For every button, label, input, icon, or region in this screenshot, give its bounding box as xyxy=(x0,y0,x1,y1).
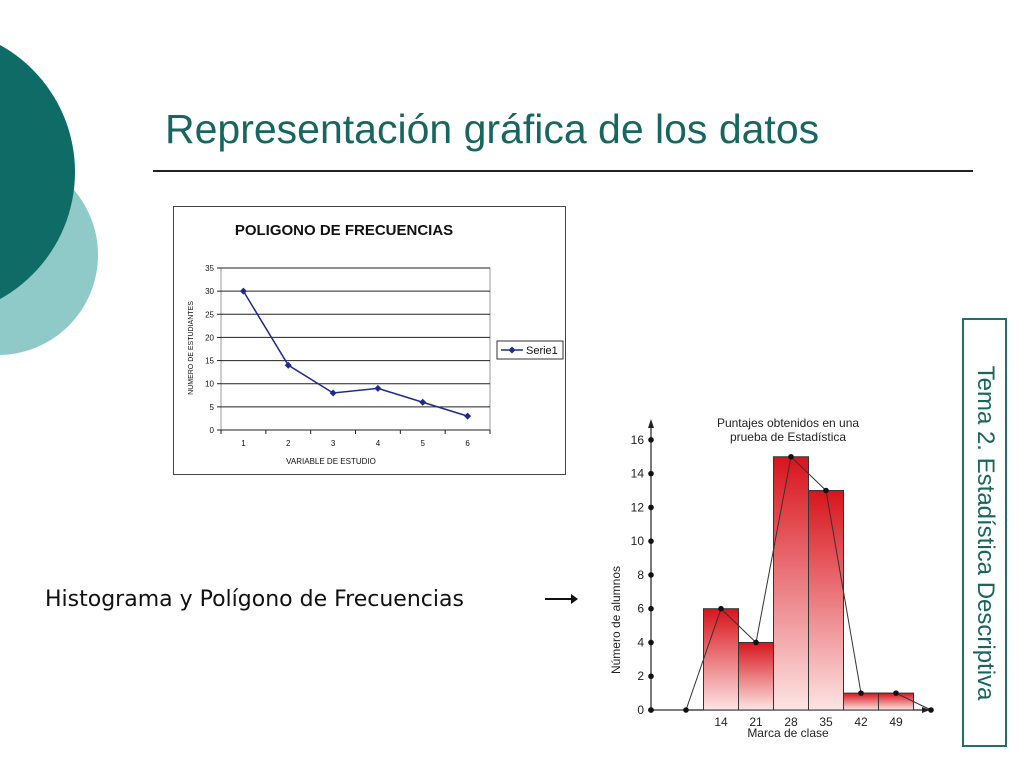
chart2-bar xyxy=(738,641,774,711)
chart1-y-tick-label: 15 xyxy=(205,357,214,366)
chart2-bar xyxy=(808,490,844,711)
chart2-y-ticks: 0 2 4 6 8 10 12 14 16 xyxy=(631,433,654,717)
slide-title: Representación gráfica de los datos xyxy=(165,106,820,152)
chart1-y-tick-label: 10 xyxy=(205,380,214,389)
chart2-y-tick-label: 8 xyxy=(637,568,644,582)
chart2-polygon xyxy=(648,453,934,713)
chart1-title: POLIGONO DE FRECUENCIAS xyxy=(235,222,453,239)
chart1-y-tick-label: 35 xyxy=(205,264,214,273)
histogram-caption: Histograma y Polígono de Frecuencias xyxy=(45,587,464,612)
histogram-chart: Puntajes obtenidos en una prueba de Esta… xyxy=(609,416,934,740)
chart1-data-point xyxy=(284,361,292,369)
chart2-y-tick-label: 14 xyxy=(631,467,645,481)
chart2-polygon-point xyxy=(753,639,759,646)
chart2-x-tick-label: 14 xyxy=(714,715,728,729)
chart1-ylabel: NUMERO DE ESTUDIANTES xyxy=(188,301,195,395)
topic-side-label: Tema 2. Estadística Descriptiva xyxy=(962,318,1007,747)
chart2-x-tick-label: 28 xyxy=(784,715,798,729)
chart1-y-tick-label: 20 xyxy=(205,333,214,342)
chart1-x-tick-label: 6 xyxy=(465,439,470,448)
topic-label-text: Tema 2. Estadística Descriptiva xyxy=(971,365,999,700)
chart2-y-tick-label: 6 xyxy=(637,602,644,616)
chart1-plot-area xyxy=(220,267,491,431)
chart2-x-tick-label: 21 xyxy=(749,715,763,729)
chart2-y-tick-label: 10 xyxy=(631,534,645,548)
chart1-x-tick-label: 2 xyxy=(286,439,291,448)
chart1-data-point xyxy=(374,384,382,392)
chart2-x-axis-arrow xyxy=(922,707,930,713)
chart2-y-axis-arrow xyxy=(648,419,654,428)
chart2-title: Puntajes obtenidos en una xyxy=(717,416,859,430)
chart2-polygon-point xyxy=(893,690,899,696)
chart1-series-line xyxy=(242,290,468,417)
chart2-polygon-point xyxy=(928,707,934,713)
chart2-polygon-point xyxy=(823,487,829,494)
chart1-x-tick-label: 5 xyxy=(421,439,426,448)
chart2-y-tick-dot xyxy=(648,673,654,680)
chart2-polygon-point xyxy=(718,605,724,612)
chart2-ylabel: Número de alumnos xyxy=(609,566,623,674)
chart1-x-tick-label: 1 xyxy=(241,439,246,448)
chart2-y-tick-label: 0 xyxy=(637,703,644,717)
chart1-series xyxy=(239,287,472,420)
chart1-legend-box xyxy=(496,340,564,360)
chart2-x-tick-label: 49 xyxy=(889,715,903,729)
chart1-y-tick-label: 5 xyxy=(210,403,215,412)
chart1-y-tick-label: 0 xyxy=(210,426,215,435)
chart1-data-point xyxy=(329,389,337,397)
chart1-legend-marker xyxy=(508,346,516,354)
chart1-data-point xyxy=(239,287,247,295)
chart2-y-tick-dot xyxy=(648,470,654,477)
chart2-y-tick-label: 2 xyxy=(637,669,644,683)
chart2-polygon-point xyxy=(788,453,794,460)
chart1-x-tick-label: 3 xyxy=(331,439,336,448)
chart1-gridlines xyxy=(220,267,491,431)
chart1-y-tick-label: 30 xyxy=(205,287,214,296)
chart1-x-ticks: 1 2 3 4 5 6 xyxy=(220,429,491,448)
chart2-x-tick-label: 35 xyxy=(819,715,833,729)
chart1-legend-label: Serie1 xyxy=(526,345,558,357)
chart2-y-tick-label: 12 xyxy=(631,500,645,514)
chart2-y-tick-label: 4 xyxy=(637,635,644,649)
chart2-xlabel: Marca de clase xyxy=(747,726,829,740)
chart1-data-point xyxy=(464,412,472,420)
chart1-xlabel: VARIABLE DE ESTUDIO xyxy=(286,457,376,466)
chart2-y-tick-dot xyxy=(648,437,654,443)
chart2-bar xyxy=(773,456,809,711)
chart2-y-tick-dot xyxy=(648,572,654,578)
chart1-legend: Serie1 xyxy=(496,340,564,360)
frequency-polygon-svg: POLIGONO DE FRECUENCIAS VARIABLE DE ESTU… xyxy=(188,222,564,466)
arrow-right-icon xyxy=(545,594,578,604)
chart1-y-tick-label: 25 xyxy=(205,310,214,319)
dark-teal-circle xyxy=(0,45,75,299)
chart2-y-tick-label: 16 xyxy=(631,433,645,447)
frequency-polygon-chart: POLIGONO DE FRECUENCIAS VARIABLE DE ESTU… xyxy=(173,206,566,475)
chart2-bars xyxy=(703,456,914,711)
chart1-data-point xyxy=(419,398,427,406)
decorative-circles xyxy=(0,45,98,355)
chart2-polygon-point xyxy=(683,707,689,713)
chart2-y-tick-dot xyxy=(648,639,654,646)
chart1-y-ticks: 0 5 10 15 20 25 30 35 xyxy=(205,264,221,435)
chart1-x-tick-label: 4 xyxy=(376,439,381,448)
chart2-x-tick-label: 42 xyxy=(854,715,868,729)
chart2-bar xyxy=(703,608,739,711)
chart2-y-tick-dot xyxy=(648,538,654,544)
chart2-polygon-point xyxy=(858,690,864,696)
chart2-y-tick-dot xyxy=(648,504,654,511)
chart2-y-tick-dot xyxy=(648,707,654,713)
chart2-x-ticks: 14 21 28 35 42 49 xyxy=(714,715,903,729)
chart2-subtitle: prueba de Estadística xyxy=(730,430,846,444)
chart2-y-tick-dot xyxy=(648,605,654,612)
title-divider xyxy=(153,170,973,172)
